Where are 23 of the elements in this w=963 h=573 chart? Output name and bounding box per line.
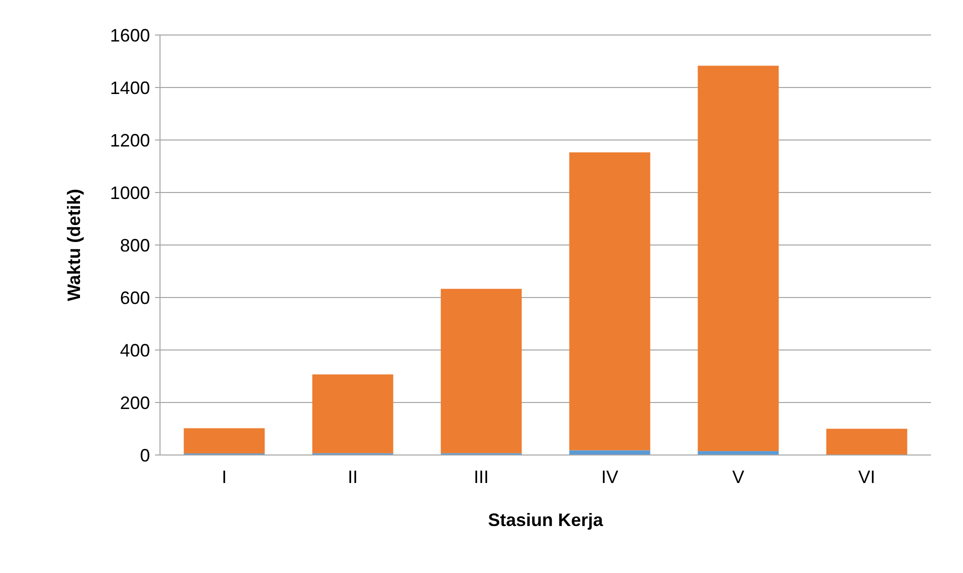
x-tick-label: III bbox=[474, 467, 489, 487]
bar bbox=[698, 66, 779, 452]
x-tick-label: VI bbox=[858, 467, 876, 487]
x-tick-label: II bbox=[348, 467, 358, 487]
y-tick-label: 1000 bbox=[110, 182, 150, 203]
bar bbox=[440, 288, 522, 454]
y-tick-label: 800 bbox=[120, 235, 150, 256]
y-tick-label: 1600 bbox=[110, 25, 150, 46]
x-tick-label: IV bbox=[601, 467, 618, 487]
y-axis-title: Waktu (detik) bbox=[64, 188, 84, 302]
y-tick-label: 1400 bbox=[110, 78, 150, 98]
y-tick-label: 0 bbox=[140, 445, 150, 466]
y-tick-label: 600 bbox=[120, 288, 150, 308]
x-axis-title: Stasiun Kerja bbox=[488, 510, 604, 530]
x-tick-label: V bbox=[732, 467, 744, 487]
bar bbox=[826, 428, 908, 455]
x-tick-label: I bbox=[222, 467, 227, 487]
bar bbox=[184, 428, 265, 454]
y-tick-label: 400 bbox=[120, 340, 150, 360]
bar bbox=[569, 152, 650, 450]
bar bbox=[312, 374, 394, 454]
y-tick-label: 200 bbox=[120, 392, 150, 413]
y-tick-label: 1200 bbox=[110, 130, 150, 150]
